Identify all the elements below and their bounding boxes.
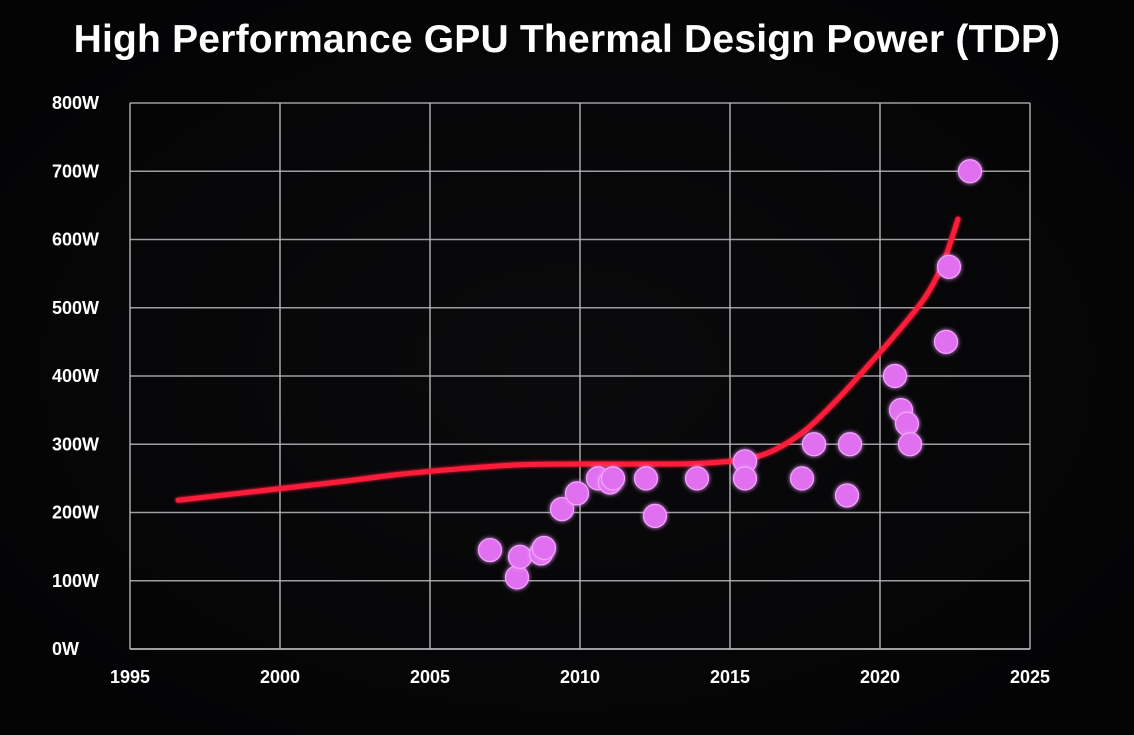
data-point [837,432,863,457]
grid [129,102,1031,650]
y-tick-label: 600W [52,230,99,250]
y-tick-label: 200W [52,503,99,523]
x-tick-label: 2015 [710,667,750,687]
trend-line [175,216,961,503]
x-tick-label: 2005 [410,667,450,687]
data-point [549,496,575,522]
y-tick-label: 100W [52,571,99,591]
data-point [642,503,668,529]
data-point [789,466,815,491]
y-tick-label: 700W [52,161,99,181]
tick-labels: 0W 100W 200W 300W 400W 500W 600W 700W 800W 1995 20… [52,93,1050,687]
data-point [933,329,959,354]
x-tick-label: 2025 [1010,667,1050,687]
data-point [834,483,860,508]
data-point [600,466,626,491]
data-point [633,466,659,491]
y-tick-label: 300W [52,434,99,454]
y-tick-label: 800W [52,93,99,113]
data-point [801,432,827,457]
y-tick-label: 400W [52,366,99,386]
x-tick-label: 2000 [260,667,300,687]
x-tick-label: 1995 [110,667,150,687]
y-tick-label: 0W [52,639,79,659]
data-point [477,537,503,563]
data-point [531,535,557,561]
data-point [564,481,590,506]
chart-title: High Performance GPU Thermal Design Powe… [73,18,1061,61]
y-tick-label: 500W [52,298,99,318]
data-point [936,254,962,279]
trend-line-layer [175,216,961,503]
data-point [732,466,758,491]
data-point [894,411,920,436]
data-point [897,432,923,457]
x-tick-label: 2020 [860,667,900,687]
data-point [957,159,983,184]
data-point [507,544,533,569]
data-point [882,363,908,389]
data-point [684,466,710,491]
x-tick-label: 2010 [560,667,600,687]
data-point [504,565,530,590]
scatter-points [477,159,983,590]
